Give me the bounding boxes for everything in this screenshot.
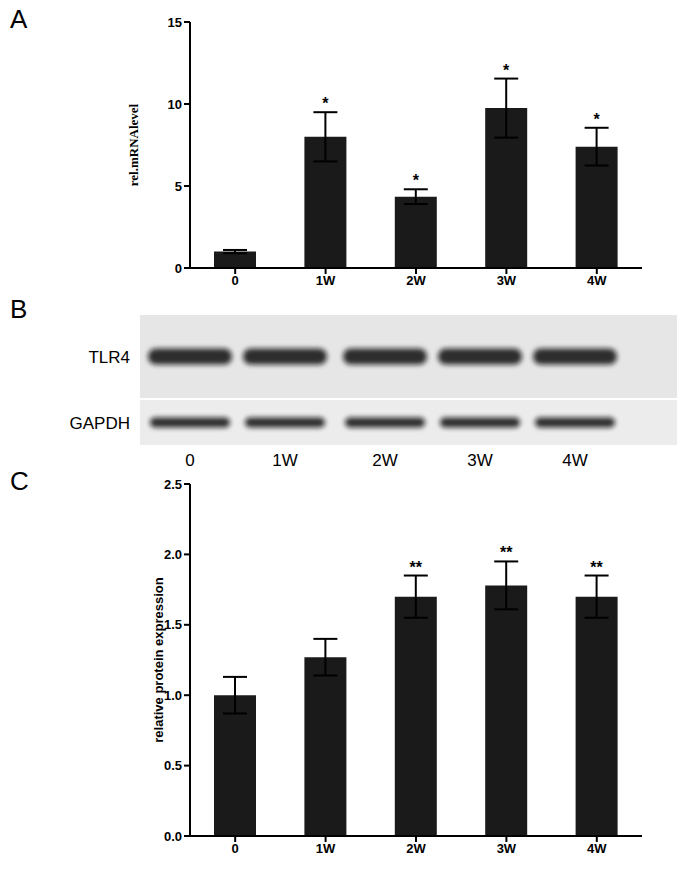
svg-text:2.5: 2.5 <box>164 477 182 492</box>
svg-text:*: * <box>413 172 420 189</box>
svg-text:2W: 2W <box>406 273 426 288</box>
html-text:B: B <box>10 294 28 324</box>
svg-text:0: 0 <box>232 841 239 856</box>
svg-text:4W: 4W <box>587 273 607 288</box>
svg-text:*: * <box>503 62 510 79</box>
svg-text:0: 0 <box>185 451 194 470</box>
svg-text:2.0: 2.0 <box>164 547 182 562</box>
svg-text:*: * <box>322 95 329 112</box>
svg-text:**: ** <box>410 559 423 576</box>
svg-text:0: 0 <box>175 261 182 276</box>
svg-text:1.5: 1.5 <box>164 617 182 632</box>
svg-text:3W: 3W <box>497 273 517 288</box>
svg-text:0: 0 <box>232 273 239 288</box>
html-text:relative protein expression: relative protein expression <box>150 577 166 743</box>
svg-text:1W: 1W <box>316 841 336 856</box>
svg-text:10: 10 <box>168 97 182 112</box>
svg-text:**: ** <box>500 544 513 561</box>
svg-text:0.5: 0.5 <box>164 758 182 773</box>
svg-text:0.0: 0.0 <box>164 829 182 844</box>
html-text:rel.mRNAlevel: rel.mRNAlevel <box>126 103 141 187</box>
svg-text:1.0: 1.0 <box>164 688 182 703</box>
svg-text:15: 15 <box>168 15 182 30</box>
svg-text:**: ** <box>590 559 603 576</box>
svg-text:TLR4: TLR4 <box>88 348 130 367</box>
svg-text:2W: 2W <box>406 841 426 856</box>
svg-text:4W: 4W <box>562 451 588 470</box>
svg-text:*: * <box>593 111 600 128</box>
svg-text:1W: 1W <box>272 451 298 470</box>
svg-text:5: 5 <box>175 179 182 194</box>
svg-text:3W: 3W <box>467 451 493 470</box>
svg-text:3W: 3W <box>497 841 517 856</box>
svg-text:GAPDH: GAPDH <box>70 414 130 433</box>
html-text:C: C <box>10 466 29 496</box>
html-text:A: A <box>10 4 28 34</box>
svg-text:2W: 2W <box>372 451 398 470</box>
svg-text:4W: 4W <box>587 841 607 856</box>
svg-text:1W: 1W <box>316 273 336 288</box>
